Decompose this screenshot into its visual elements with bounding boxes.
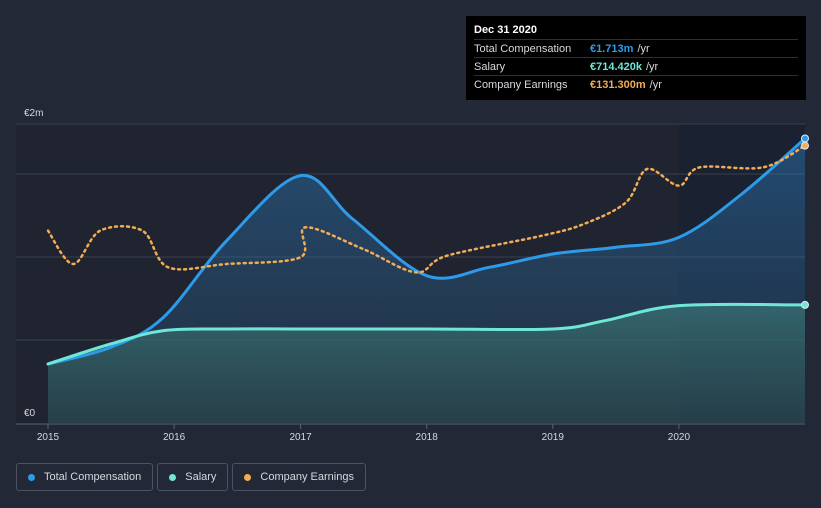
tooltip-value: €131.300m [590,78,646,91]
tooltip-unit: /yr [649,78,662,91]
x-axis: 2015 2016 2017 2018 2019 2020 [37,424,691,443]
company-earnings-end-marker [801,141,809,150]
y-tick-label: €2m [24,108,43,119]
tooltip-label: Company Earnings [474,78,568,91]
tooltip-date: Dec 31 2020 [474,24,537,36]
tooltip-value: €1.713m [590,42,634,55]
legend-item-total-compensation[interactable]: Total Compensation [16,463,154,491]
x-tick-label: 2015 [37,432,60,443]
series-areas [48,138,805,424]
legend-item-salary[interactable]: Salary [157,463,229,491]
x-tick-label: 2020 [668,432,691,443]
legend: Total Compensation Salary Company Earnin… [16,463,366,491]
tooltip-label: Salary [474,60,506,73]
y-tick-label: €0 [24,408,36,419]
legend-label: Total Compensation [44,471,142,483]
tooltip-unit: /yr [646,60,659,73]
tooltip-row-earnings: Company Earnings €131.300m /yr [474,75,798,93]
legend-label: Salary [185,471,217,483]
tooltip: Dec 31 2020 Total Compensation €1.713m /… [466,16,806,100]
tooltip-label: Total Compensation [474,42,572,55]
salary-line [46,302,807,366]
legend-label: Company Earnings [260,471,354,483]
x-tick-label: 2016 [163,432,186,443]
x-tick-label: 2019 [542,432,565,443]
x-tick-label: 2017 [289,432,312,443]
tooltip-row-salary: Salary €714.420k /yr [474,57,798,75]
series-lines [46,137,807,366]
salary-end-marker [801,300,809,309]
y-axis: €2m €0 [24,108,43,419]
tooltip-unit: /yr [637,42,650,55]
salary-area [48,304,805,424]
company-earnings-line [46,144,807,274]
legend-dot-icon [244,473,252,481]
legend-item-company-earnings[interactable]: Company Earnings [232,463,366,491]
tooltip-row-total: Total Compensation €1.713m /yr [474,39,798,57]
total-compensation-line [46,137,807,366]
legend-dot-icon [28,473,35,481]
x-tick-label: 2018 [416,432,439,443]
total-compensation-end-marker [801,134,809,143]
tooltip-value: €714.420k [590,60,642,73]
legend-dot-icon [169,473,177,481]
end-markers [801,134,809,309]
